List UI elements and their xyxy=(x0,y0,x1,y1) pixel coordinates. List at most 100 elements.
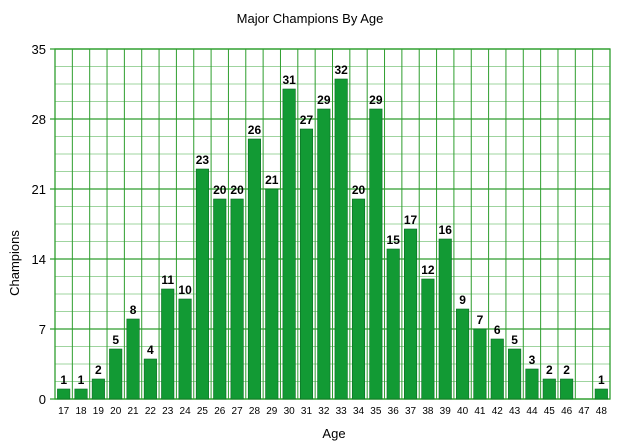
x-tick-label: 43 xyxy=(509,406,521,417)
x-axis-label: Age xyxy=(322,426,345,441)
bar xyxy=(143,358,157,400)
bar xyxy=(594,388,608,400)
x-tick-label: 27 xyxy=(232,406,244,417)
x-tick-label: 37 xyxy=(405,406,417,417)
y-tick-label: 7 xyxy=(39,322,46,337)
bar xyxy=(161,288,175,400)
bar xyxy=(438,238,452,400)
bar xyxy=(91,378,105,400)
bar xyxy=(74,388,88,400)
bar xyxy=(508,348,522,400)
chart-title: Major Champions By Age xyxy=(237,11,384,26)
data-label: 23 xyxy=(196,153,210,167)
bar xyxy=(473,328,487,400)
bar xyxy=(178,298,192,400)
data-label: 11 xyxy=(161,273,174,287)
x-tick-label: 17 xyxy=(58,406,70,417)
x-tick-label: 24 xyxy=(180,406,192,417)
data-label: 1 xyxy=(78,373,85,387)
data-label: 6 xyxy=(494,323,501,337)
x-tick-label: 47 xyxy=(578,406,590,417)
x-tick-label: 44 xyxy=(526,406,538,417)
x-tick-label: 23 xyxy=(162,406,174,417)
x-tick-label: 48 xyxy=(596,406,608,417)
data-label: 32 xyxy=(334,63,348,77)
x-tick-label: 41 xyxy=(474,406,486,417)
x-axis-ticks: 17 18 19 20 21 22 23 24 25 26 27 28 29 30 31 32 33 34 35 36… xyxy=(58,406,607,417)
data-label: 3 xyxy=(529,353,536,367)
data-label: 27 xyxy=(300,113,314,127)
data-label: 29 xyxy=(369,93,383,107)
bar xyxy=(282,88,296,400)
data-label: 8 xyxy=(130,303,137,317)
data-label: 1 xyxy=(598,373,605,387)
x-tick-label: 31 xyxy=(301,406,313,417)
data-label: 10 xyxy=(178,283,192,297)
x-tick-label: 25 xyxy=(197,406,209,417)
data-label: 5 xyxy=(112,333,119,347)
data-label: 12 xyxy=(421,263,435,277)
bars xyxy=(57,78,608,400)
data-label: 17 xyxy=(404,213,418,227)
data-label: 1 xyxy=(60,373,67,387)
bar xyxy=(560,378,574,400)
bar xyxy=(334,78,348,400)
bar xyxy=(525,368,539,400)
data-label: 2 xyxy=(546,363,553,377)
x-tick-label: 34 xyxy=(353,406,365,417)
x-tick-label: 45 xyxy=(544,406,556,417)
x-tick-label: 20 xyxy=(110,406,122,417)
x-tick-label: 22 xyxy=(145,406,157,417)
data-label: 26 xyxy=(248,123,262,137)
y-axis-label: Champions xyxy=(7,230,22,296)
data-label: 4 xyxy=(147,343,154,357)
x-tick-label: 39 xyxy=(440,406,452,417)
data-label: 29 xyxy=(317,93,331,107)
bar xyxy=(404,228,418,400)
bar xyxy=(351,198,366,400)
bar xyxy=(369,108,383,400)
x-tick-label: 18 xyxy=(75,406,87,417)
x-tick-label: 29 xyxy=(266,406,278,417)
data-label: 7 xyxy=(477,313,484,327)
bar xyxy=(317,108,331,400)
y-tick-label: 28 xyxy=(32,112,46,127)
bar xyxy=(247,138,261,400)
bar xyxy=(109,348,123,400)
bar xyxy=(490,338,504,400)
data-label: 15 xyxy=(387,233,401,247)
bar xyxy=(386,248,400,400)
x-tick-label: 42 xyxy=(492,406,504,417)
bar xyxy=(195,168,209,400)
x-tick-label: 30 xyxy=(284,406,296,417)
data-label: 16 xyxy=(439,223,453,237)
bar xyxy=(421,278,435,400)
x-tick-label: 26 xyxy=(214,406,226,417)
x-tick-label: 21 xyxy=(127,406,139,417)
plot-frame xyxy=(54,48,611,400)
x-tick-label: 32 xyxy=(318,406,330,417)
bar xyxy=(265,188,279,400)
data-label: 20 xyxy=(213,183,227,197)
data-label: 2 xyxy=(563,363,570,377)
data-label: 5 xyxy=(511,333,518,347)
bar xyxy=(542,378,556,400)
x-tick-label: 35 xyxy=(370,406,382,417)
x-tick-label: 28 xyxy=(249,406,261,417)
bar xyxy=(456,308,470,400)
x-tick-label: 33 xyxy=(336,406,348,417)
grid xyxy=(50,48,611,400)
y-tick-label: 14 xyxy=(32,252,46,267)
data-label: 20 xyxy=(352,183,366,197)
x-tick-label: 40 xyxy=(457,406,469,417)
bar xyxy=(230,198,244,400)
x-tick-label: 19 xyxy=(93,406,105,417)
bar xyxy=(299,128,314,400)
y-tick-label: 35 xyxy=(32,42,46,57)
x-tick-label: 36 xyxy=(388,406,400,417)
data-label: 31 xyxy=(282,73,296,87)
data-label: 20 xyxy=(230,183,244,197)
y-tick-label: 21 xyxy=(32,182,46,197)
